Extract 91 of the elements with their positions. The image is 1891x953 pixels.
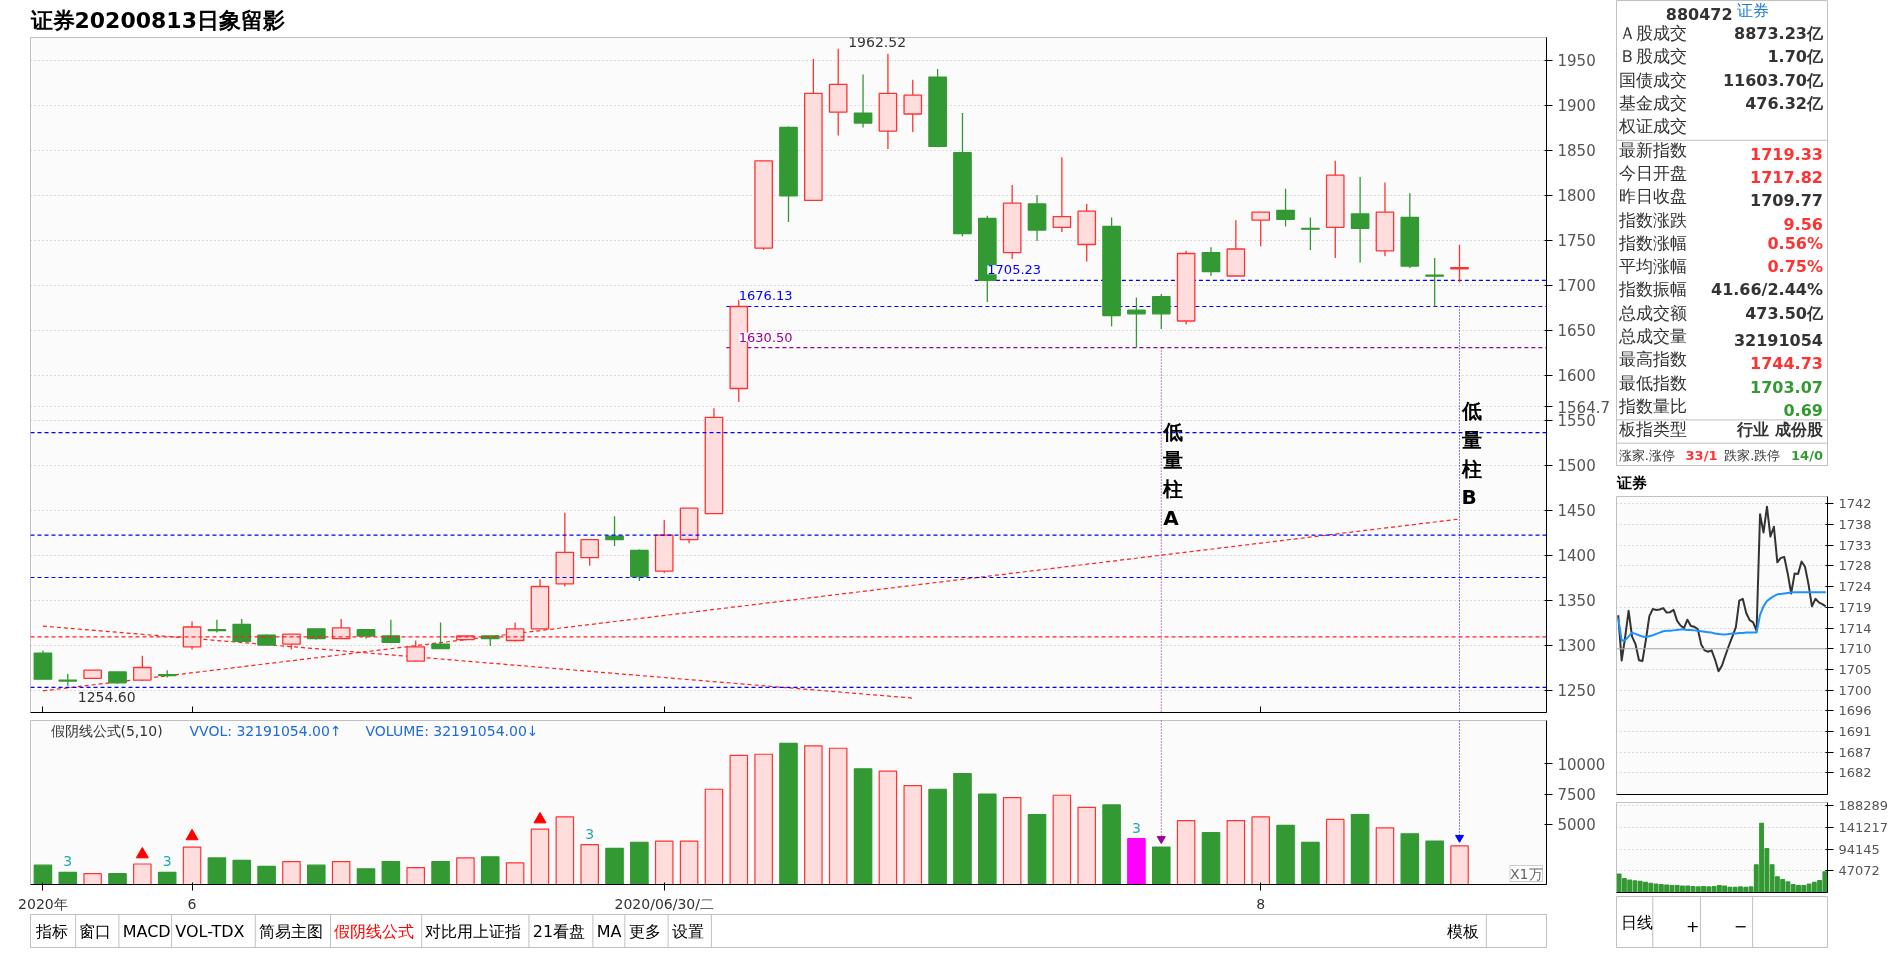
annotation: 3 (585, 825, 595, 842)
y-tick-label: 1450 (1557, 502, 1596, 520)
ref-line-label: 1676.13 (738, 288, 793, 304)
chart-title: 证券 (1615, 473, 1647, 492)
text: 最新指数 1719.33 (1618, 139, 1823, 164)
text: 板指类型 行业 成份股 (1618, 419, 1823, 440)
x-tick-label: 8 (1256, 895, 1266, 912)
y-tick-label: 1742 (1838, 496, 1872, 512)
x-tick-label: 6 (187, 895, 197, 912)
y-tick-label: 1705 (1838, 661, 1872, 677)
y-tick-label: 1700 (1557, 277, 1596, 295)
y-tick-label: 7500 (1557, 786, 1596, 805)
text: 平均涨幅 0.75% (1618, 256, 1823, 277)
y-tick-label: 1850 (1557, 142, 1596, 160)
chart-title: 假阴线公式(5,10) (50, 722, 163, 739)
text: 更多 (628, 921, 661, 941)
text: MACD (122, 921, 171, 941)
text: 涨家.涨停 33/1 跌家.跌停 14/0 (1618, 447, 1823, 463)
y-tick-label: 1900 (1557, 97, 1596, 115)
text: 日线 (1621, 912, 1654, 932)
y-tick-label: 1733 (1838, 537, 1872, 553)
annotation: 3 (1131, 819, 1141, 836)
y-tick-label: 1950 (1557, 52, 1596, 70)
ref-line-label: 1630.50 (738, 329, 793, 345)
text: 最高指数 1744.73 (1618, 349, 1823, 374)
annotation: 低量柱B (1460, 399, 1482, 510)
text: 总成交量 32191054 (1618, 326, 1823, 350)
annotation: 3 (162, 853, 172, 870)
chart-title: 证券20200813日象留影 (29, 7, 285, 33)
x-tick-label: 2020年 (18, 895, 68, 912)
y-tick-label: 1750 (1557, 232, 1596, 250)
y-tick-label: 1724 (1838, 579, 1872, 595)
y-tick-label: 1500 (1557, 457, 1596, 475)
text: 基金成交 476.32亿 (1618, 93, 1823, 113)
text: − (1733, 916, 1748, 936)
annotation: VVOL: 32191054.00↑ (189, 722, 342, 739)
text: 窗口 (79, 921, 112, 941)
y-tick-label: 47072 (1838, 863, 1880, 879)
annotation: 1254.60 (77, 688, 136, 705)
text: VOL-TDX (175, 921, 245, 941)
text: 指数涨跌 9.56 (1618, 209, 1823, 234)
y-tick-label: 1350 (1557, 592, 1596, 610)
text: MA (596, 921, 622, 941)
text: 指数涨幅 0.56% (1618, 232, 1823, 253)
x-tick-label: 2020/06/30/二 (614, 895, 714, 912)
text: 指数量比 0.69 (1618, 395, 1823, 420)
annotation: VOLUME: 32191054.00↓ (365, 722, 539, 739)
y-tick-label: 94145 (1838, 841, 1880, 857)
text: 880472 证券 (1665, 0, 1770, 24)
y-tick-label: 1300 (1557, 637, 1596, 655)
y-tick-label: 1714 (1838, 620, 1872, 636)
y-tick-label: 1728 (1838, 558, 1872, 574)
y-tick-label: 1682 (1838, 765, 1872, 781)
text: Ｂ股成交 1.70亿 (1618, 46, 1823, 67)
y-tick-label: 141217 (1838, 819, 1889, 835)
y-tick-label: 1696 (1838, 703, 1872, 719)
y-tick-label: 1650 (1557, 322, 1596, 340)
y-tick-label: 1687 (1838, 744, 1872, 760)
text: 21看盘 (532, 921, 586, 941)
text: 权证成交 (1617, 116, 1687, 137)
text: 昨日收盘 1709.77 (1618, 186, 1823, 211)
y-tick-label: 1400 (1557, 547, 1596, 565)
text: 假阴线公式 (334, 921, 415, 941)
text: 今日开盘 1717.82 (1618, 162, 1823, 187)
text: 指数振幅 41.66/2.44% (1618, 279, 1823, 300)
y-tick-label: 1550 (1557, 412, 1596, 430)
y-tick-label: 188289 (1838, 798, 1889, 814)
annotation: 低量柱A (1162, 419, 1184, 531)
y-tick-label: 1250 (1557, 682, 1596, 700)
text: 最低指数 1703.07 (1618, 372, 1823, 397)
text: 模板 (1446, 921, 1479, 941)
ref-line-label: 1705.23 (987, 262, 1042, 278)
text: 对比用上证指 (425, 921, 522, 941)
text: 简易主图 (259, 921, 324, 941)
y-tick-label: 1691 (1838, 724, 1872, 740)
y-tick-label: 1738 (1838, 517, 1872, 533)
y-axis-title: X1万 (1510, 865, 1543, 882)
text: 总成交额 473.50亿 (1618, 302, 1823, 323)
text: 国债成交 11603.70亿 (1618, 69, 1823, 90)
y-tick-label: 1719 (1838, 599, 1872, 615)
annotation: 3 (63, 853, 73, 870)
text: Ａ股成交 8873.23亿 (1618, 23, 1823, 44)
text: 指标 (35, 921, 69, 941)
y-tick-label: 1710 (1838, 641, 1872, 657)
text: 设置 (671, 921, 704, 941)
text: + (1686, 916, 1700, 936)
y-tick-label: 10000 (1557, 755, 1606, 774)
y-tick-label: 1600 (1557, 367, 1596, 385)
y-tick-label: 1700 (1838, 682, 1872, 698)
y-tick-label: 5000 (1557, 816, 1596, 835)
y-tick-label: 1800 (1557, 187, 1596, 205)
